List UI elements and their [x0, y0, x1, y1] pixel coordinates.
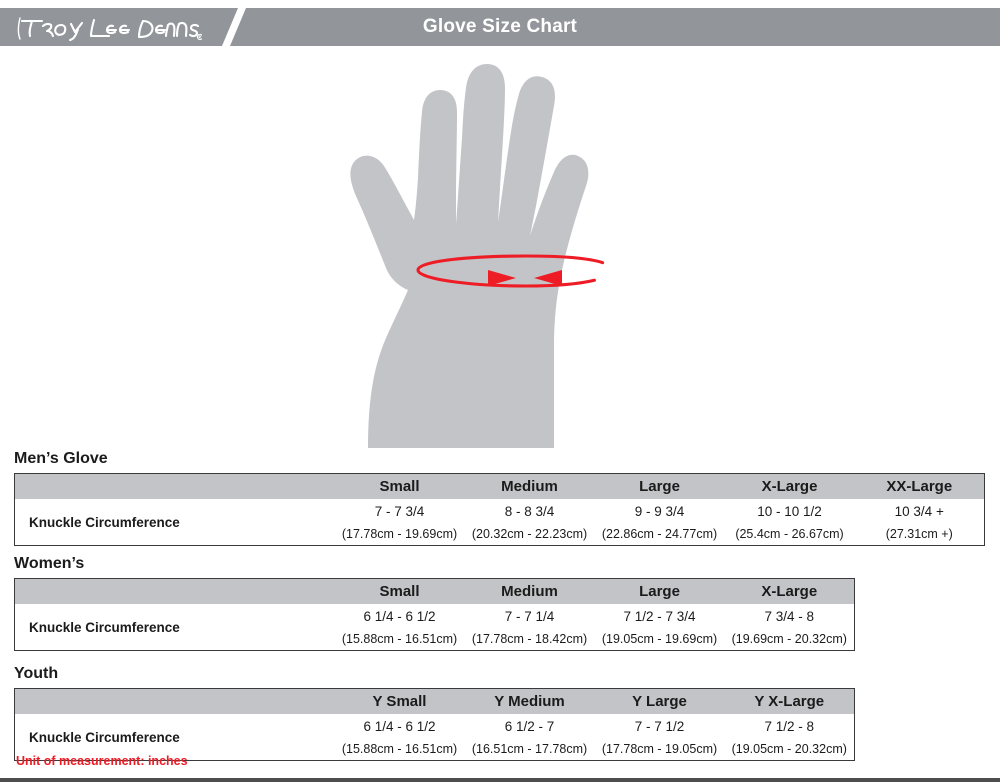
- header-size-y-large: Y Large: [594, 688, 725, 714]
- section-title: Youth: [14, 665, 59, 682]
- header-size-y-medium: Y Medium: [464, 688, 595, 714]
- size-table-womens: Small Medium Large X-Large Knuckle Circu…: [14, 578, 855, 651]
- size-table-mens: Small Medium Large X-Large XX-Large Knuc…: [14, 473, 985, 546]
- measure-arrowhead-right: [488, 270, 516, 286]
- section-title: Men’s Glove: [14, 450, 108, 467]
- table-header-row: Small Medium Large X-Large XX-Large: [14, 473, 985, 499]
- header-size-large: Large: [594, 473, 725, 499]
- header-size-medium: Medium: [464, 578, 595, 604]
- row-label-knuckle-circumference: Knuckle Circumference: [29, 514, 180, 530]
- table-header-row: Small Medium Large X-Large: [14, 578, 855, 604]
- table-body: Knuckle Circumference 6 1/4 - 6 1/2 7 - …: [15, 604, 855, 651]
- value-inches-y-large: 7 - 7 1/2: [634, 718, 685, 734]
- hand-silhouette: [350, 64, 589, 448]
- value-inches-large: 9 - 9 3/4: [634, 503, 685, 519]
- header-size-medium: Medium: [464, 473, 595, 499]
- value-inches-y-medium: 6 1/2 - 7: [504, 718, 555, 734]
- table-row-centimeters: (17.78cm - 19.69cm) (20.32cm - 22.23cm) …: [15, 523, 985, 546]
- value-cm-xlarge: (25.4cm - 26.67cm): [735, 527, 844, 541]
- header-size-xlarge: X-Large: [724, 473, 855, 499]
- section-womens: Women’s Small Medium Large X-Large Knuck…: [14, 555, 855, 651]
- value-inches-medium: 8 - 8 3/4: [504, 503, 555, 519]
- table-row-centimeters: (15.88cm - 16.51cm) (16.51cm - 17.78cm) …: [15, 738, 855, 761]
- header-size-small: Small: [334, 473, 465, 499]
- unit-of-measurement-note: Unit of measurement: inches: [16, 754, 188, 768]
- brand-logo: Troy Lee Designs: [0, 8, 216, 46]
- value-cm-large: (22.86cm - 24.77cm): [601, 527, 718, 541]
- page-header-banner: Troy Lee Designs Glove Size Chart: [0, 8, 1000, 46]
- value-cm-xlarge: (19.69cm - 20.32cm): [731, 632, 847, 646]
- value-inches-y-small: 6 1/4 - 6 1/2: [363, 718, 436, 734]
- row-label-knuckle-circumference: Knuckle Circumference: [29, 729, 180, 745]
- table-body: Knuckle Circumference 6 1/4 - 6 1/2 6 1/…: [15, 714, 855, 761]
- row-label-knuckle-circumference: Knuckle Circumference: [29, 619, 180, 635]
- troy-lee-designs-script-wordmark-icon: [17, 17, 202, 42]
- value-cm-y-xlarge: (19.05cm - 20.32cm): [731, 742, 847, 756]
- header-blank-cell: [14, 688, 335, 714]
- table-head: Y Small Y Medium Y Large Y X-Large: [14, 688, 855, 714]
- table-row-inches: Knuckle Circumference 7 - 7 3/4 8 - 8 3/…: [15, 499, 985, 530]
- table-row-inches: Knuckle Circumference 6 1/4 - 6 1/2 6 1/…: [15, 714, 855, 745]
- footer-divider: [0, 778, 1000, 782]
- header-size-y-small: Y Small: [334, 688, 465, 714]
- value-inches-xlarge: 7 3/4 - 8: [764, 608, 815, 624]
- header-blank-cell: [14, 473, 335, 499]
- table-body: Knuckle Circumference 7 - 7 3/4 8 - 8 3/…: [15, 499, 985, 546]
- measure-arrowhead-left: [534, 270, 562, 286]
- table-header-row: Y Small Y Medium Y Large Y X-Large: [14, 688, 855, 714]
- table-row-inches: Knuckle Circumference 6 1/4 - 6 1/2 7 - …: [15, 604, 855, 635]
- value-cm-y-large: (17.78cm - 19.05cm): [601, 742, 718, 756]
- value-inches-y-xlarge: 7 1/2 - 8: [764, 718, 815, 734]
- header-size-small: Small: [334, 578, 465, 604]
- section-youth: Youth Y Small Y Medium Y Large Y X-Large…: [14, 665, 855, 761]
- header-size-y-xlarge: Y X-Large: [724, 688, 855, 714]
- open-hand-palm-diagram: [350, 64, 614, 448]
- table-row-centimeters: (15.88cm - 16.51cm) (17.78cm - 18.42cm) …: [15, 628, 855, 651]
- header-size-xlarge: X-Large: [724, 578, 855, 604]
- value-inches-large: 7 1/2 - 7 3/4: [623, 608, 696, 624]
- knuckle-circumference-measure-arrow: [416, 254, 614, 288]
- value-inches-medium: 7 - 7 1/4: [504, 608, 555, 624]
- registered-trademark-icon: [196, 33, 202, 41]
- section-mens-glove: Men’s Glove Small Medium Large X-Large X…: [14, 450, 985, 546]
- header-size-xxlarge: XX-Large: [854, 473, 985, 499]
- value-cm-medium: (17.78cm - 18.42cm): [471, 632, 588, 646]
- value-cm-xxlarge: (27.31cm +): [885, 527, 953, 541]
- table-head: Small Medium Large X-Large: [14, 578, 855, 604]
- value-cm-medium: (20.32cm - 22.23cm): [471, 527, 588, 541]
- banner-slash-divider: [218, 8, 248, 46]
- value-cm-small: (15.88cm - 16.51cm): [341, 632, 458, 646]
- value-cm-small: (17.78cm - 19.69cm): [341, 527, 458, 541]
- table-head: Small Medium Large X-Large XX-Large: [14, 473, 985, 499]
- value-cm-y-medium: (16.51cm - 17.78cm): [471, 742, 588, 756]
- section-title: Women’s: [14, 555, 85, 572]
- value-inches-small: 7 - 7 3/4: [374, 503, 425, 519]
- size-table-youth: Y Small Y Medium Y Large Y X-Large Knuck…: [14, 688, 855, 761]
- value-inches-small: 6 1/4 - 6 1/2: [363, 608, 436, 624]
- header-size-large: Large: [594, 578, 725, 604]
- page-title: Glove Size Chart: [422, 16, 578, 37]
- value-cm-y-small: (15.88cm - 16.51cm): [341, 742, 458, 756]
- value-cm-large: (19.05cm - 19.69cm): [601, 632, 718, 646]
- value-inches-xxlarge: 10 3/4 +: [894, 503, 944, 519]
- header-blank-cell: [14, 578, 335, 604]
- value-inches-xlarge: 10 - 10 1/2: [757, 503, 822, 519]
